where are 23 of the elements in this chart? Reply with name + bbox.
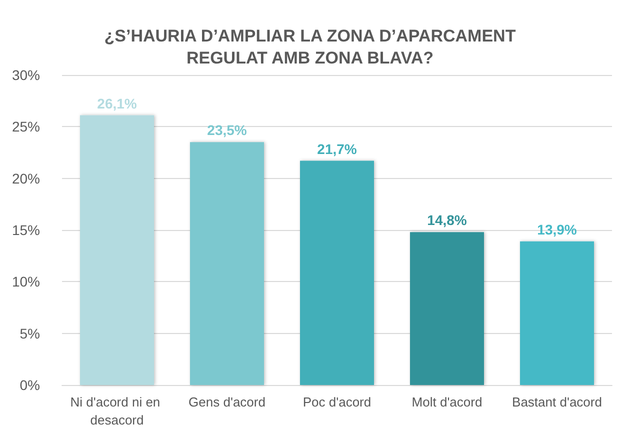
x-tick-label: Bastant d'acord [512,394,602,410]
bar [190,142,264,385]
data-label: 21,7% [317,140,358,157]
x-tick-label: Molt d'acord [412,394,482,410]
data-label: 26,1% [97,95,138,112]
y-tick-label: 20% [12,170,40,186]
y-tick-label: 30% [12,67,40,83]
y-tick-label: 15% [12,222,40,238]
y-tick-label: 10% [12,274,40,290]
chart-title: ¿S’HAURIA D’AMPLIAR LA ZONA D’APARCAMENT REGULAT AMB ZONA BLAVA? [104,26,516,68]
data-label: 14,8% [427,212,468,228]
y-tick-label: 25% [12,118,40,135]
x-tick-label: Ni d'acord ni en desacord [70,394,164,428]
bar [520,241,594,385]
x-tick-label: Poc d'acord [302,394,372,410]
data-label: 13,9% [537,221,578,238]
bar [80,115,154,385]
bar [300,160,374,385]
data-label: 23,5% [207,122,248,138]
bar [410,232,484,385]
y-tick-label: 5% [20,325,40,342]
y-tick-label: 0% [20,377,40,393]
x-tick-label: Gens d'acord [188,394,266,410]
